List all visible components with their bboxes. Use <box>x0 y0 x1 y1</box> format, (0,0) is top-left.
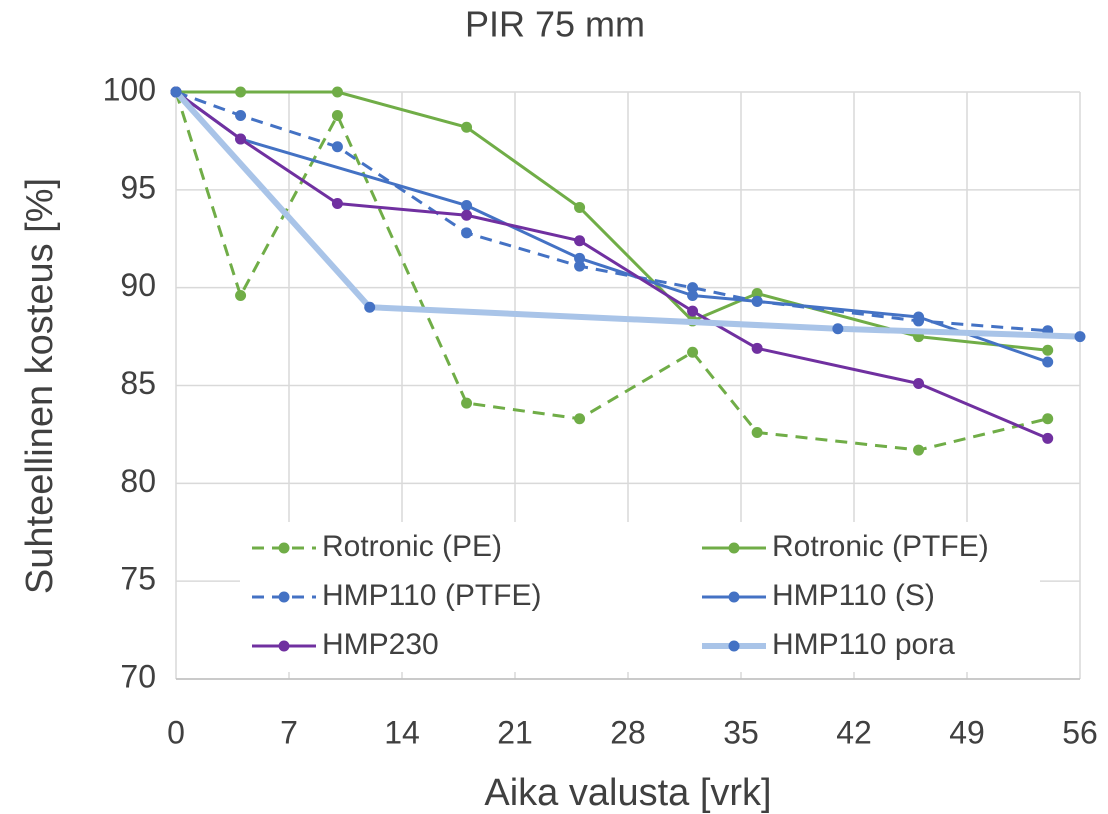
chart-title: PIR 75 mm <box>465 4 645 45</box>
data-point <box>331 86 343 98</box>
data-point <box>331 109 343 121</box>
y-tick-label: 85 <box>120 365 156 401</box>
legend-marker <box>278 542 290 554</box>
series-line <box>174 91 1049 452</box>
x-tick-label: 7 <box>280 714 298 750</box>
y-tick-label: 95 <box>120 169 156 205</box>
data-point <box>913 444 925 456</box>
data-point <box>687 282 699 294</box>
data-point <box>461 397 473 409</box>
legend-marker <box>728 542 740 554</box>
x-axis-label: Aika valusta [vrk] <box>484 772 771 814</box>
data-point <box>1042 344 1054 356</box>
data-point <box>461 121 473 133</box>
x-tick-label: 14 <box>384 714 420 750</box>
data-point <box>574 260 586 272</box>
data-point <box>913 378 925 390</box>
data-point <box>461 227 473 239</box>
legend-marker <box>278 591 290 603</box>
data-point <box>235 133 247 145</box>
data-point <box>461 209 473 221</box>
legend-label: Rotronic (PE) <box>322 530 502 563</box>
data-point <box>331 198 343 210</box>
data-point <box>1042 413 1054 425</box>
x-tick-label: 0 <box>167 714 185 750</box>
data-point <box>461 199 473 211</box>
data-point <box>751 295 763 307</box>
data-point <box>574 252 586 264</box>
data-point <box>1042 432 1054 444</box>
data-point <box>751 342 763 354</box>
data-point <box>913 311 925 323</box>
data-point <box>574 235 586 247</box>
legend-marker <box>728 591 740 603</box>
y-tick-label: 80 <box>120 463 156 499</box>
y-tick-label: 70 <box>120 658 156 694</box>
data-point <box>1042 356 1054 368</box>
y-tick-label: 90 <box>120 267 156 303</box>
data-point <box>235 86 247 98</box>
y-axis-label: Suhteellinen kosteus [%] <box>19 178 61 594</box>
data-point <box>751 288 763 300</box>
x-tick-label: 56 <box>1062 714 1098 750</box>
legend-marker <box>278 640 290 652</box>
series-line <box>175 90 1048 333</box>
data-point <box>574 413 586 425</box>
y-tick-label: 75 <box>120 561 156 597</box>
data-point <box>364 301 376 313</box>
x-tick-label: 49 <box>949 714 985 750</box>
legend-label: HMP110 pora <box>772 628 955 661</box>
data-point <box>1074 331 1086 343</box>
x-tick-label: 28 <box>610 714 646 750</box>
x-tick-label: 35 <box>723 714 759 750</box>
data-point <box>687 289 699 301</box>
data-point <box>331 141 343 153</box>
legend-label: HMP230 <box>322 628 439 661</box>
data-point <box>751 426 763 438</box>
series-line <box>173 89 1081 340</box>
legend-box <box>240 522 1040 672</box>
legend-marker <box>728 640 740 652</box>
legend-label: HMP110 (PTFE) <box>322 579 541 612</box>
data-point <box>687 346 699 358</box>
data-point <box>235 109 247 121</box>
legend-label: Rotronic (PTFE) <box>772 530 989 563</box>
data-point <box>832 323 844 335</box>
data-point <box>235 289 247 301</box>
legend-label: HMP110 (S) <box>772 579 935 612</box>
x-tick-label: 42 <box>836 714 872 750</box>
x-tick-label: 21 <box>497 714 533 750</box>
data-point <box>687 305 699 317</box>
data-point <box>574 201 586 213</box>
data-point <box>170 86 182 98</box>
series-line <box>176 90 1048 352</box>
y-tick-label: 100 <box>103 71 156 107</box>
